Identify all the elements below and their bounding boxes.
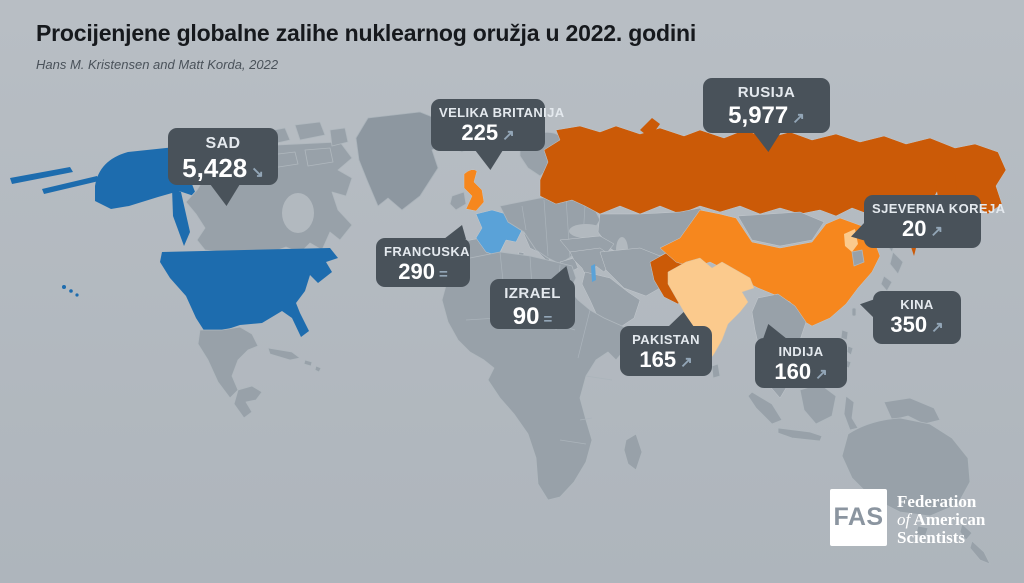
country-value: 225	[461, 120, 499, 146]
fas-logo-name: Federation of American Scientists	[897, 493, 985, 547]
trend-up-icon: ↗	[930, 223, 944, 241]
arctic-islands	[257, 121, 349, 169]
trend-up-icon: ↗	[815, 366, 828, 384]
trend-up-icon: ↗	[931, 319, 944, 337]
label-indija: INDIJA 160 ↗	[755, 324, 847, 388]
authors-subtitle: Hans M. Kristensen and Matt Korda, 2022	[36, 57, 279, 72]
trend-down-icon: ↘	[251, 164, 264, 181]
country-sri-lanka	[711, 363, 721, 379]
country-value: 165	[639, 347, 677, 373]
label-sad: SAD 5,428 ↘	[168, 128, 278, 206]
philippines	[840, 329, 854, 369]
country-usa	[160, 248, 338, 337]
central-america	[233, 385, 263, 419]
country-taiwan	[851, 307, 857, 317]
country-israel	[591, 264, 596, 282]
country-alaska-panhandle	[172, 188, 190, 246]
europe-borders	[521, 197, 586, 259]
fas-logo-line1: Federation	[897, 492, 977, 511]
trend-equal-icon: =	[543, 310, 553, 328]
label-pakistan: PAKISTAN 165 ↗	[620, 312, 712, 376]
label-kina: KINA 350 ↗	[860, 291, 961, 344]
country-mexico	[197, 326, 259, 399]
fas-logo-abbr: FAS	[833, 503, 884, 531]
novaya-zemlya	[640, 118, 660, 138]
country-south-korea	[851, 249, 865, 267]
country-hawaii-2	[69, 289, 73, 293]
fas-logo-line3: Scientists	[897, 528, 965, 547]
country-value: 5,977	[728, 101, 789, 129]
country-value: 90	[512, 302, 540, 330]
country-hawaii-3	[75, 293, 79, 297]
country-name: INDIJA	[778, 344, 824, 359]
label-rusija: RUSIJA 5,977 ↗	[703, 78, 830, 152]
caribbean-islands	[267, 347, 322, 373]
country-name: VELIKA BRITANIJA	[439, 105, 565, 120]
fas-logo: FAS Federation of American Scientists	[830, 489, 985, 547]
trend-up-icon: ↗	[680, 354, 693, 372]
trend-equal-icon: =	[438, 266, 448, 284]
fas-logo-square: FAS	[830, 489, 887, 546]
country-arabia	[581, 271, 641, 331]
country-name: KINA	[900, 297, 934, 312]
fas-logo-line2: of American	[897, 510, 986, 529]
label-sjeverna-koreja: SJEVERNA KOREJA 20 ↗	[851, 195, 1006, 248]
country-name: SJEVERNA KOREJA	[872, 201, 1006, 216]
trend-up-icon: ↗	[502, 127, 515, 145]
hudson-bay	[282, 193, 314, 233]
country-name: RUSIJA	[737, 84, 796, 101]
new-zealand	[959, 523, 991, 565]
country-madagascar	[623, 433, 643, 471]
country-name: IZRAEL	[504, 285, 561, 302]
country-value: 160	[774, 359, 812, 385]
page-title: Procijenjene globalne zalihe nuklearnog …	[36, 20, 697, 46]
country-value: 290	[398, 259, 435, 285]
label-izrael: IZRAEL 90 =	[490, 266, 575, 330]
country-value: 5,428	[182, 153, 248, 183]
label-velika-britanija: VELIKA BRITANIJA 225 ↗	[431, 99, 565, 170]
black-sea	[569, 224, 603, 238]
country-aleutians-2	[42, 176, 99, 194]
tasmania	[915, 525, 929, 538]
country-name: SAD	[205, 135, 241, 152]
country-hawaii	[62, 285, 66, 289]
country-name: FRANCUSKA	[384, 244, 470, 259]
label-francuska: FRANCUSKA 290 =	[376, 225, 470, 287]
country-uk	[463, 169, 485, 212]
trend-up-icon: ↗	[792, 109, 805, 127]
country-ireland	[449, 191, 467, 211]
country-value: 350	[890, 312, 928, 338]
indonesia	[747, 383, 859, 442]
country-mongolia	[737, 211, 825, 247]
country-name: PAKISTAN	[632, 332, 700, 347]
country-value: 20	[901, 216, 927, 242]
country-aleutians	[10, 167, 73, 184]
